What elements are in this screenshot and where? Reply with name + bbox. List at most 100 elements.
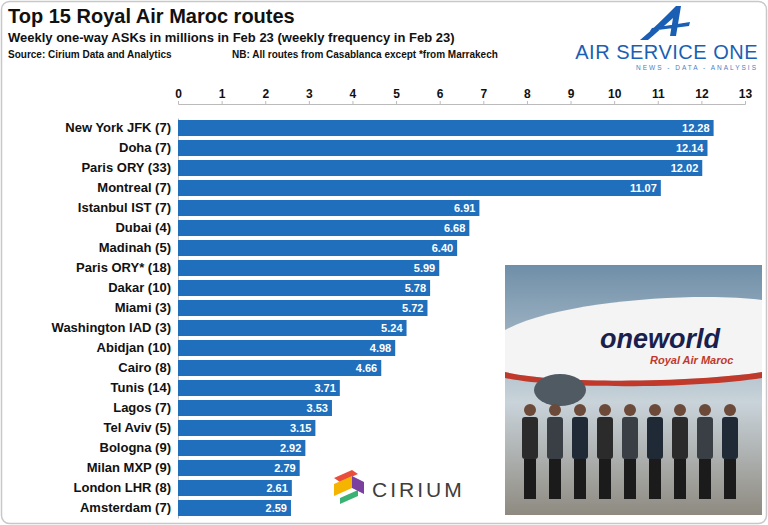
- figure-head: [599, 404, 611, 416]
- x-tick-mark: [309, 101, 310, 104]
- title: Top 15 Royal Air Maroc routes: [8, 5, 295, 27]
- y-tick-label: Dakar (10): [108, 280, 171, 295]
- bar: [178, 500, 291, 516]
- data-label: 6.68: [444, 222, 465, 234]
- x-tick: 12: [695, 87, 709, 104]
- chart: Top 15 Royal Air Maroc routesWeekly one-…: [0, 0, 768, 525]
- data-label: 12.02: [671, 162, 699, 174]
- x-tick: 1: [219, 87, 226, 104]
- frame: [2, 2, 767, 524]
- x-tick-label: 12: [695, 87, 709, 101]
- logo-tagline: NEWS - DATA - ANALYSIS: [636, 64, 758, 71]
- y-tick-label: London LHR (8): [74, 480, 171, 495]
- y-tick: Montreal (7): [97, 180, 178, 195]
- y-tick: Milan MXP (9): [87, 460, 178, 475]
- figure-body: [597, 417, 613, 459]
- x-tick: 5: [393, 87, 400, 104]
- photo-background: [505, 265, 762, 515]
- x-axis-line: [179, 101, 746, 105]
- x-tick-label: 0: [175, 87, 182, 101]
- bar: [178, 180, 661, 196]
- y-tick-label: Milan MXP (9): [87, 460, 171, 475]
- fuselage: [505, 297, 762, 381]
- figure-head: [674, 404, 686, 416]
- logo-title: AIR SERVICE ONE: [575, 41, 758, 63]
- x-tick: 8: [524, 87, 531, 104]
- data-label: 4.66: [356, 362, 377, 374]
- y-tick: Paris ORY (33): [81, 160, 178, 175]
- y-tick-label: Dubai (4): [115, 220, 171, 235]
- bar: [178, 140, 707, 156]
- data-label: 12.14: [676, 142, 704, 154]
- bar: [178, 480, 292, 496]
- x-tick-mark: [352, 101, 353, 104]
- figure-body: [722, 417, 738, 459]
- figure-body: [622, 417, 638, 459]
- logo-shape: [340, 490, 358, 504]
- x-tick: 9: [568, 87, 575, 104]
- y-tick: Doha (7): [119, 140, 178, 155]
- x-tick: 4: [350, 87, 357, 104]
- figure-head: [724, 404, 736, 416]
- y-tick: Miami (3): [115, 300, 178, 315]
- y-tick: Istanbul IST (7): [78, 200, 178, 215]
- x-tick: 2: [262, 87, 269, 104]
- bar: [178, 120, 714, 136]
- figure-legs: [599, 459, 611, 499]
- x-tick-label: 6: [437, 87, 444, 101]
- y-axis: New York JFK (7)Doha (7)Paris ORY (33)Mo…: [52, 119, 179, 519]
- data-label: 2.61: [266, 482, 287, 494]
- y-tick-label: Washington IAD (3): [52, 320, 171, 335]
- logo-shape: [334, 476, 352, 496]
- data-label: 5.99: [414, 262, 435, 274]
- bar: [178, 220, 469, 236]
- y-tick-label: Paris ORY* (18): [76, 260, 171, 275]
- y-axis-line: [178, 119, 179, 519]
- x-axis: 012345678910111213: [175, 87, 752, 105]
- y-tick-label: Doha (7): [119, 140, 171, 155]
- data-label: 4.98: [370, 342, 391, 354]
- y-tick-label: Amsterdam (7): [80, 500, 171, 515]
- x-tick: 3: [306, 87, 313, 104]
- cirium-logo: CIRIUM: [334, 470, 465, 504]
- data-label: 5.72: [402, 302, 423, 314]
- figure-body: [697, 417, 713, 459]
- x-tick: 0: [175, 87, 182, 104]
- logo: AIR SERVICE ONENEWS - DATA - ANALYSIS: [575, 6, 758, 71]
- bar: [178, 280, 430, 296]
- bar: [178, 440, 305, 456]
- y-tick-label: Tunis (14): [111, 380, 171, 395]
- x-tick-label: 3: [306, 87, 313, 101]
- cirium-text: CIRIUM: [372, 478, 465, 501]
- figure-head: [649, 404, 661, 416]
- y-tick: Bologna (9): [100, 440, 179, 455]
- source: Source: Cirium Data and Analytics: [8, 49, 172, 60]
- x-tick-mark: [396, 101, 397, 104]
- x-tick-label: 2: [262, 87, 269, 101]
- photo: oneworldRoyal Air Maroc: [505, 265, 762, 515]
- y-tick: London LHR (8): [74, 480, 178, 495]
- x-tick-label: 9: [568, 87, 575, 101]
- x-tick-label: 8: [524, 87, 531, 101]
- data-label: 2.79: [274, 462, 295, 474]
- x-tick-label: 1: [219, 87, 226, 101]
- figure-head: [624, 404, 636, 416]
- x-tick-mark: [265, 101, 266, 104]
- y-tick: Dubai (4): [115, 220, 178, 235]
- x-tick: 10: [608, 87, 622, 104]
- y-tick: Amsterdam (7): [80, 500, 178, 515]
- figure-body: [522, 417, 538, 459]
- data-label: 2.59: [266, 502, 287, 514]
- photo-text: oneworld: [600, 324, 721, 354]
- data-label: 3.53: [307, 402, 328, 414]
- y-tick-label: Cairo (8): [118, 360, 171, 375]
- bar: [178, 160, 702, 176]
- y-tick: Washington IAD (3): [52, 320, 178, 335]
- y-tick: Cairo (8): [118, 360, 178, 375]
- y-tick: Madinah (5): [99, 240, 178, 255]
- engine: [534, 374, 586, 406]
- x-tick: 11: [652, 87, 665, 104]
- figure-head: [574, 404, 586, 416]
- figure-body: [672, 417, 688, 459]
- y-tick: Paris ORY* (18): [76, 260, 178, 275]
